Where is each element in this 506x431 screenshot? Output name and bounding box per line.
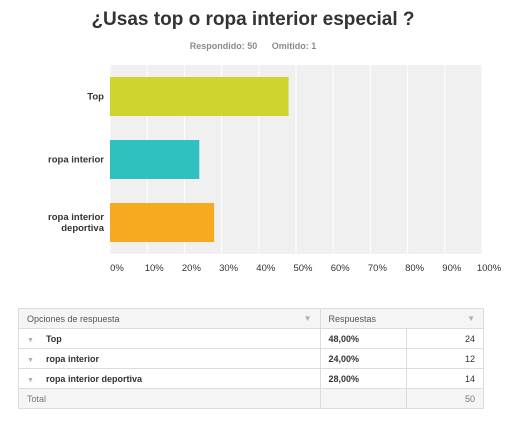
x-tick-label: 60% <box>331 263 351 274</box>
category-label: ropa interior <box>48 155 104 166</box>
x-tick-label: 20% <box>182 263 202 274</box>
x-tick-label: 50% <box>293 263 313 274</box>
header-responses[interactable]: Respuestas ▼ <box>319 308 485 329</box>
category-label: ropa interior <box>48 212 104 223</box>
expand-icon[interactable]: ▼ <box>27 356 34 364</box>
table-row[interactable]: ▼ Top 48,00% 24 <box>18 328 484 349</box>
table-row[interactable]: ▼ ropa interior deportiva 28,00% 14 <box>18 368 484 389</box>
x-tick-label: 90% <box>442 263 462 274</box>
bar-chart: 0% 10% 20% 30% 40% 50% 60% 70% 80% 90% 100% Top ropa… <box>48 65 502 274</box>
expand-icon[interactable]: ▼ <box>27 336 34 344</box>
response-summary: Respondido: 50 Omitido: 1 <box>0 41 506 51</box>
category-label: deportiva <box>61 223 104 234</box>
total-row: Total 50 <box>18 388 484 409</box>
sort-icon: ▼ <box>303 314 312 323</box>
results-table: Opciones de respuesta ▼ Respuestas ▼ ▼ Top … <box>18 308 485 409</box>
expand-icon[interactable]: ▼ <box>27 376 34 384</box>
header-option[interactable]: Opciones de respuesta ▼ <box>18 308 321 329</box>
x-tick-label: 70% <box>368 263 388 274</box>
sort-icon: ▼ <box>467 314 475 323</box>
total-count: 50 <box>406 388 484 409</box>
x-tick-label: 40% <box>256 263 276 274</box>
category-label: Top <box>87 92 104 103</box>
chart-title: ¿Usas top o ropa interior especial ? <box>91 9 415 30</box>
x-tick-label: 30% <box>219 263 239 274</box>
x-tick-label: 0% <box>110 263 124 274</box>
x-tick-label: 80% <box>405 263 425 274</box>
skipped-count: Omitido: 1 <box>271 41 317 51</box>
bar <box>110 203 215 242</box>
x-tick-label: 100% <box>477 263 502 274</box>
bar <box>110 77 289 116</box>
bar <box>110 140 200 179</box>
answered-count: Respondido: 50 <box>189 41 258 51</box>
total-label: Total <box>18 388 321 409</box>
table-row[interactable]: ▼ ropa interior 24,00% 12 <box>18 348 484 369</box>
x-tick-label: 10% <box>145 263 165 274</box>
